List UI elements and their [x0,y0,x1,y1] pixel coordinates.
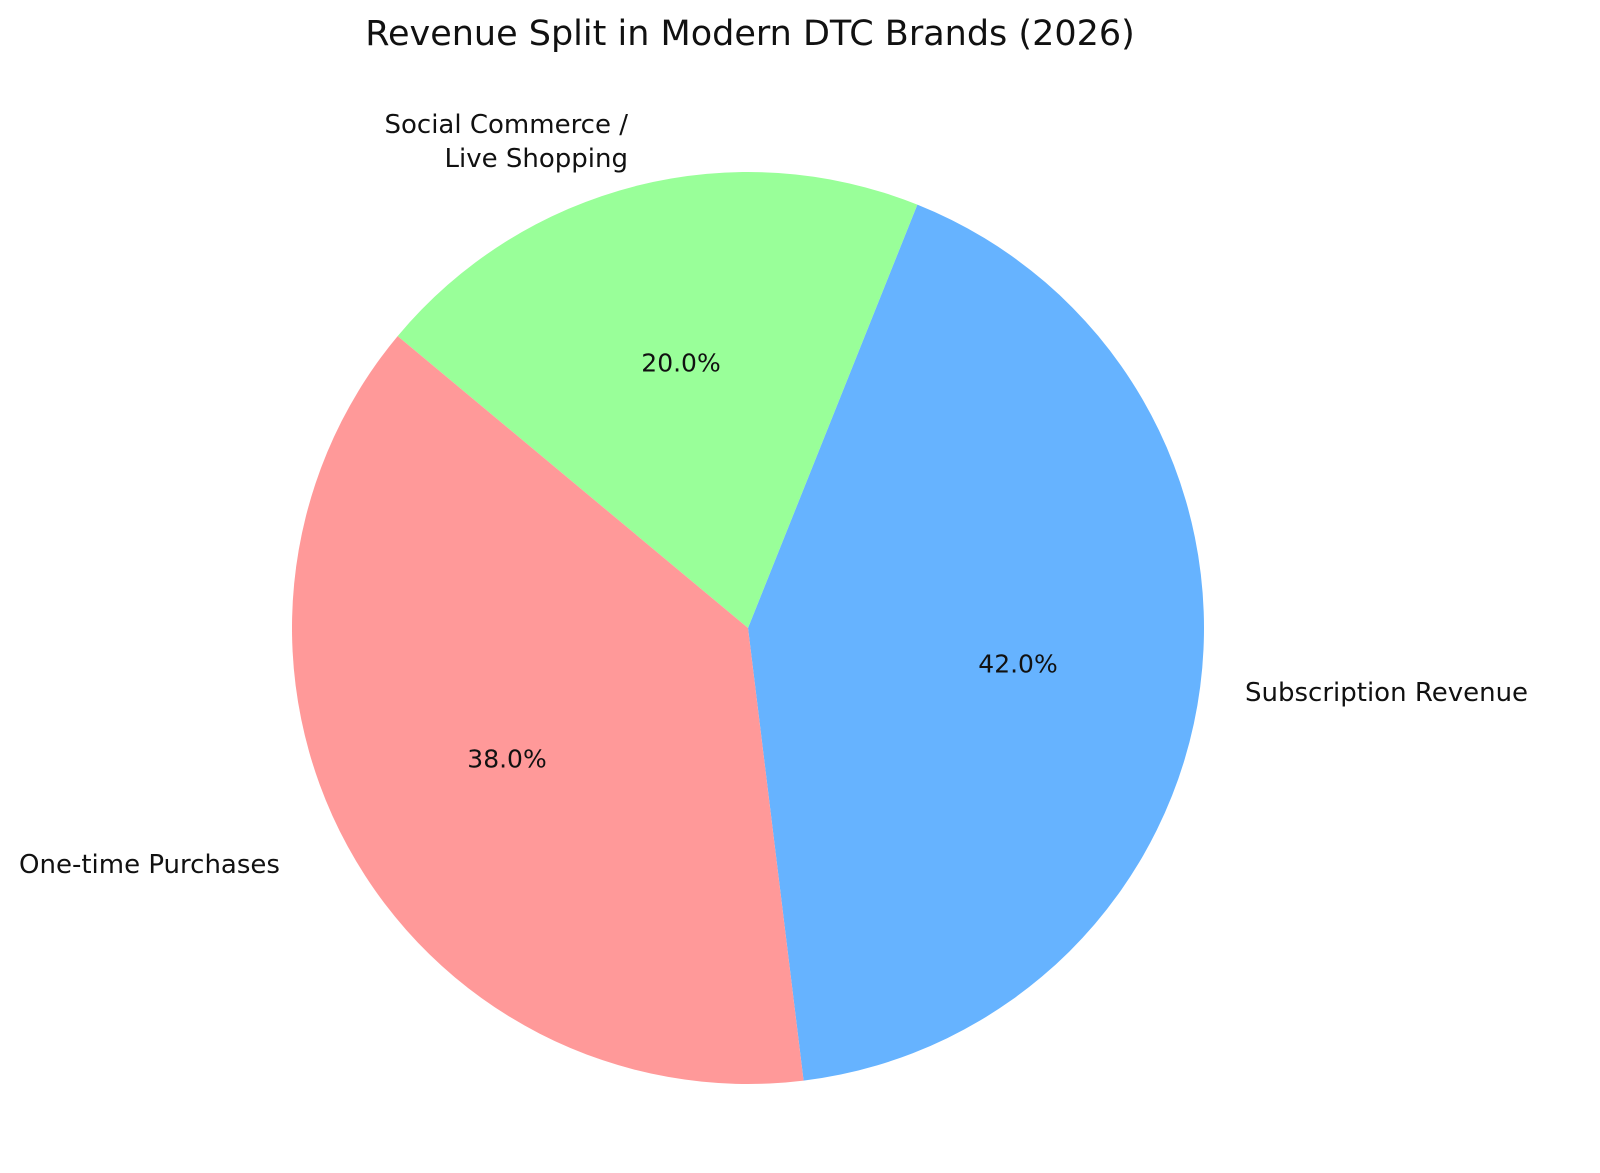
slice-subscription-revenue [748,204,1205,1081]
label-social-commerce: Social Commerce / Live Shopping [385,108,629,176]
slice-one-time-purchases [291,336,804,1085]
label-subscription-revenue: Subscription Revenue [1245,678,1529,708]
label-social-line2: Live Shopping [444,144,628,174]
label-social-line1: Social Commerce / [384,110,629,140]
pct-subscription-revenue: 42.0% [978,649,1058,679]
pct-one-time-purchases: 38.0% [467,744,547,774]
slice-social-commerce [397,171,918,628]
chart-title: Revenue Split in Modern DTC Brands (2026… [365,14,1135,54]
label-one-time-purchases: One-time Purchases [19,850,280,880]
pct-social-commerce: 20.0% [641,348,721,378]
